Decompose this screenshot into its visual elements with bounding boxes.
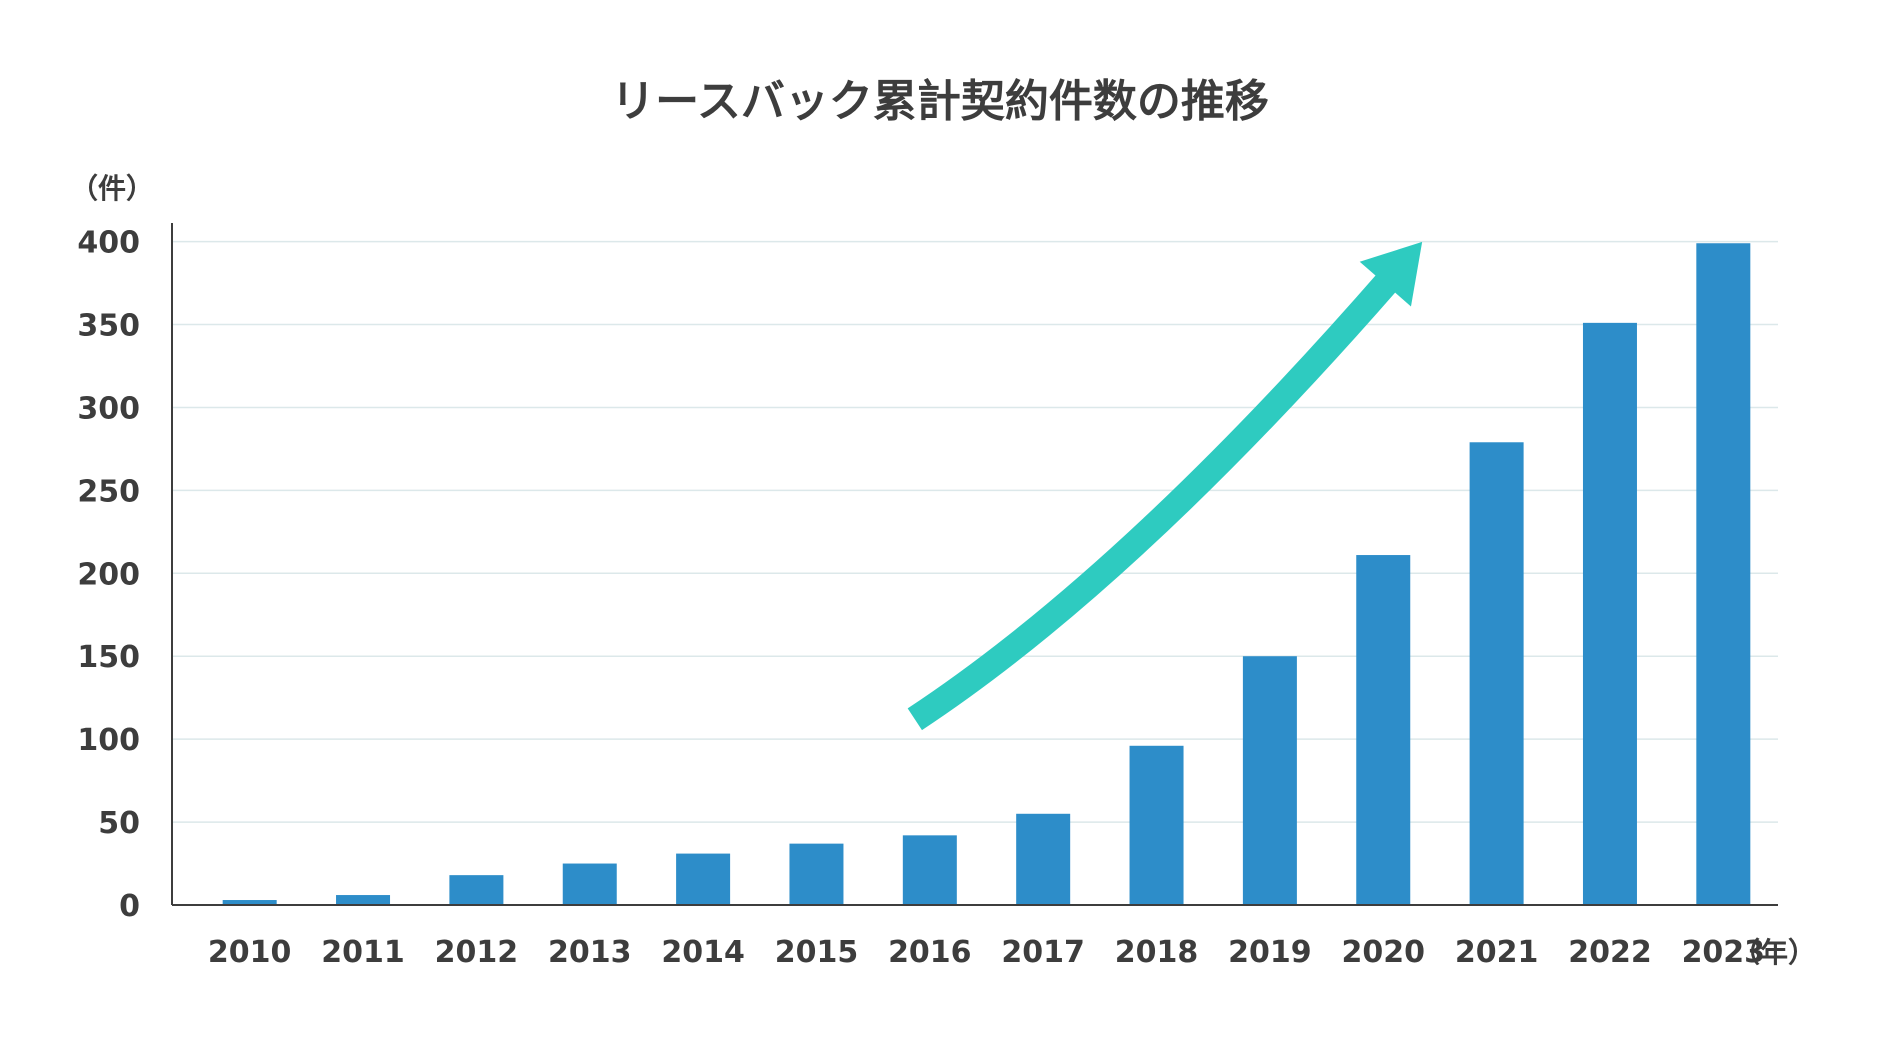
bar [336,895,391,905]
x-tick-label: 2011 [321,935,405,970]
y-tick-label: 300 [77,391,140,426]
y-tick-label: 50 [98,806,140,841]
bar [1129,745,1184,905]
y-tick-label: 400 [77,226,140,261]
trend-arrow-shaft [907,269,1401,731]
bar [1696,243,1751,905]
x-tick-labels: 2010 2011 2012 2013 2014 2015 2016 2017 2018 2019… [208,935,1765,970]
x-tick-label: 2019 [1228,935,1312,970]
bar [1469,442,1524,905]
bar [562,863,617,905]
y-tick-label: 200 [77,557,140,592]
bar [902,835,957,905]
x-tick-label: 2012 [435,935,519,970]
bar [222,900,277,905]
x-tick-label: 2021 [1455,935,1539,970]
axes [171,223,1778,906]
bar [1356,555,1411,905]
y-tick-label: 100 [77,723,140,758]
trend-arrow [907,241,1423,731]
x-tick-label: 2017 [1001,935,1085,970]
bar [449,875,504,905]
x-tick-label: 2020 [1342,935,1426,970]
x-axis-unit-label: （年） [1732,936,1816,969]
chart-title: リースバック累計契約件数の推移 [611,76,1269,127]
bar [1242,656,1297,905]
bar [789,843,844,905]
x-tick-label: 2010 [208,935,292,970]
x-tick-label: 2013 [548,935,632,970]
y-tick-label: 250 [77,474,140,509]
y-tick-labels: 0 50 100 150 200 250 300 350 400 [77,226,140,924]
y-tick-label: 0 [119,889,140,924]
x-tick-label: 2015 [775,935,859,970]
y-axis-unit-label: （件） [70,172,154,205]
bar [676,853,731,905]
x-tick-label: 2023 [1682,935,1766,970]
gridlines [172,240,1778,823]
trend-arrow-head [1359,241,1423,307]
x-tick-label: 2014 [661,935,745,970]
y-tick-label: 150 [77,640,140,675]
bars [222,243,1751,906]
x-tick-label: 2016 [888,935,972,970]
bar [1582,322,1637,906]
x-tick-label: 2022 [1568,935,1652,970]
y-tick-label: 350 [77,309,140,344]
x-tick-label: 2018 [1115,935,1199,970]
bar [1016,813,1071,905]
